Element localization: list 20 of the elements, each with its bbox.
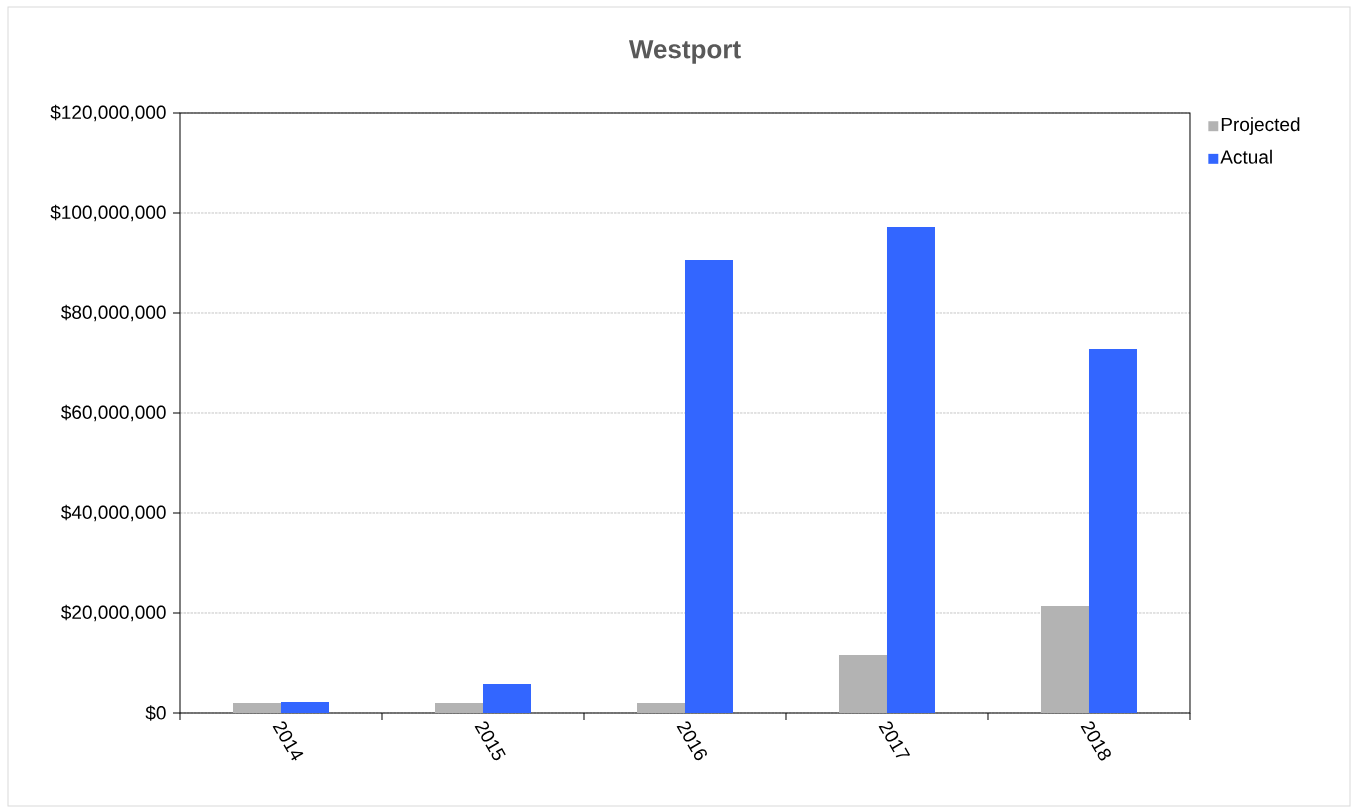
bar bbox=[886, 227, 935, 713]
chart-title: Westport bbox=[628, 40, 741, 64]
bar bbox=[1040, 606, 1089, 713]
y-tick-label: $100,000,000 bbox=[50, 204, 166, 222]
bar bbox=[233, 703, 281, 713]
y-tick-label: $60,000,000 bbox=[61, 404, 166, 422]
bar bbox=[281, 702, 329, 713]
bar bbox=[637, 703, 685, 713]
bar bbox=[435, 703, 483, 713]
y-tick-label: $20,000,000 bbox=[61, 604, 166, 622]
bar bbox=[685, 260, 733, 713]
y-tick-label: $40,000,000 bbox=[61, 504, 166, 522]
legend-label: Actual bbox=[1220, 149, 1272, 164]
y-tick-label: $120,000,000 bbox=[50, 104, 166, 122]
y-tick-label: $80,000,000 bbox=[61, 304, 166, 322]
y-tick-label: $0 bbox=[145, 705, 166, 721]
bar bbox=[1088, 349, 1137, 713]
bar bbox=[838, 655, 887, 713]
legend-label: Projected bbox=[1221, 117, 1300, 135]
bar bbox=[483, 684, 531, 713]
